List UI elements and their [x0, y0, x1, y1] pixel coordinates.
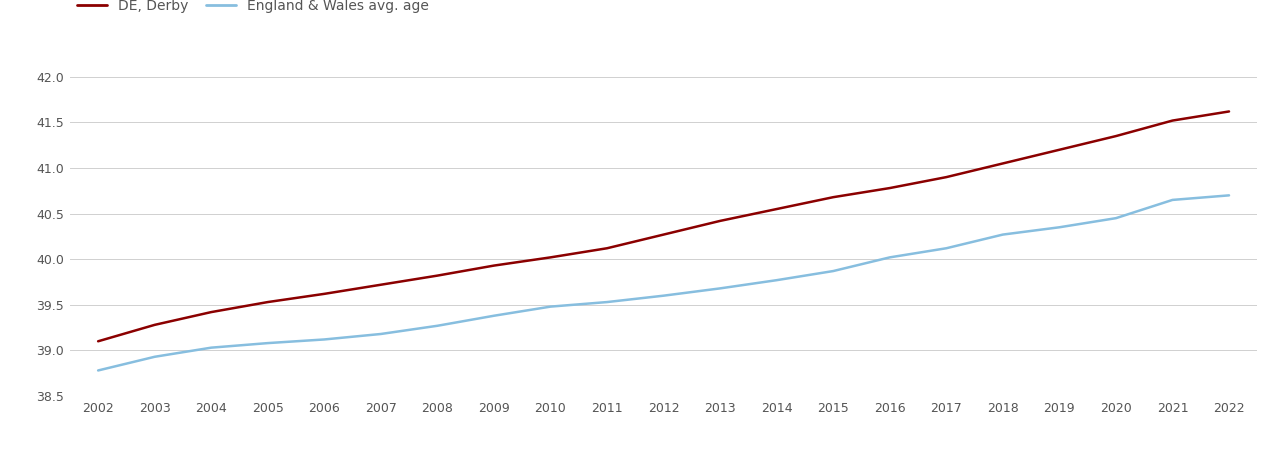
England & Wales avg. age	[883, 255, 898, 260]
DE, Derby	[373, 282, 389, 288]
England & Wales avg. age	[429, 323, 444, 328]
DE, Derby	[826, 194, 841, 200]
DE, Derby	[655, 232, 671, 237]
DE, Derby	[203, 310, 218, 315]
DE, Derby	[542, 255, 558, 260]
England & Wales avg. age	[1165, 197, 1180, 202]
Line: England & Wales avg. age: England & Wales avg. age	[98, 195, 1229, 370]
DE, Derby	[996, 161, 1011, 166]
England & Wales avg. age	[1052, 225, 1067, 230]
England & Wales avg. age	[655, 293, 671, 298]
DE, Derby	[939, 175, 954, 180]
England & Wales avg. age	[939, 246, 954, 251]
DE, Derby	[599, 246, 615, 251]
England & Wales avg. age	[542, 304, 558, 309]
England & Wales avg. age	[1222, 193, 1237, 198]
DE, Derby	[770, 207, 785, 212]
England & Wales avg. age	[770, 278, 785, 283]
DE, Derby	[1165, 118, 1180, 123]
DE, Derby	[429, 273, 444, 278]
England & Wales avg. age	[373, 331, 389, 337]
England & Wales avg. age	[1109, 216, 1124, 221]
England & Wales avg. age	[316, 337, 331, 342]
England & Wales avg. age	[996, 232, 1011, 237]
England & Wales avg. age	[90, 368, 105, 373]
England & Wales avg. age	[203, 345, 218, 351]
DE, Derby	[883, 185, 898, 191]
DE, Derby	[486, 263, 502, 268]
DE, Derby	[90, 338, 105, 344]
DE, Derby	[1222, 109, 1237, 114]
DE, Derby	[1109, 133, 1124, 139]
Line: DE, Derby: DE, Derby	[98, 112, 1229, 341]
DE, Derby	[260, 299, 276, 305]
England & Wales avg. age	[599, 299, 615, 305]
England & Wales avg. age	[486, 313, 502, 319]
DE, Derby	[316, 291, 331, 297]
Legend: DE, Derby, England & Wales avg. age: DE, Derby, England & Wales avg. age	[76, 0, 429, 14]
England & Wales avg. age	[147, 354, 163, 360]
DE, Derby	[147, 322, 163, 328]
England & Wales avg. age	[260, 340, 276, 346]
DE, Derby	[712, 218, 728, 224]
DE, Derby	[1052, 147, 1067, 153]
England & Wales avg. age	[826, 268, 841, 274]
England & Wales avg. age	[712, 286, 728, 291]
